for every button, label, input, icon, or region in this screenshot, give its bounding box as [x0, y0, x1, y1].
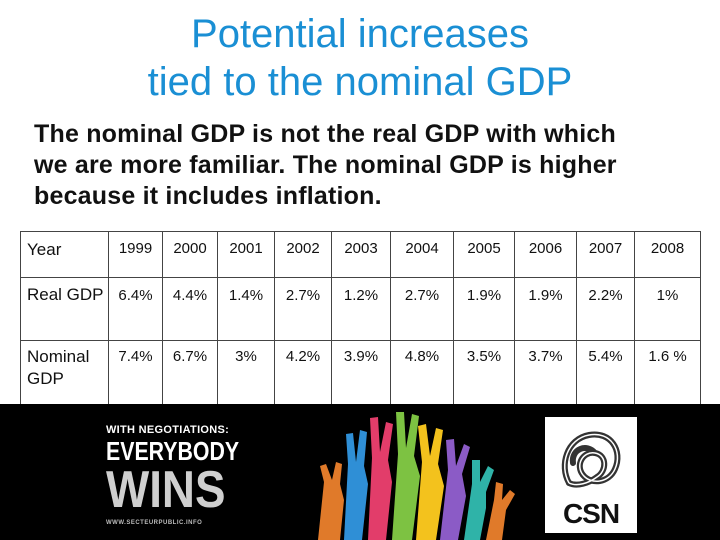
row-label-year: Year	[20, 231, 109, 278]
nominal-gdp-cell: 3.7%	[514, 340, 577, 406]
slide-subtitle: The nominal GDP is not the real GDP with…	[34, 119, 694, 212]
year-cell: 2002	[274, 231, 332, 278]
subtitle-line-1: The nominal GDP is not the real GDP with…	[34, 120, 616, 148]
table-row-nominal-gdp: Nominal GDP 7.4% 6.7% 3% 4.2% 3.9% 4.8% …	[20, 340, 701, 406]
subtitle-line-2: we are more familiar. The nominal GDP is…	[34, 151, 617, 179]
subtitle-line-3: because it includes inflation.	[34, 182, 382, 210]
real-gdp-cell: 1.2%	[331, 277, 391, 341]
slide-title: Potential increases tied to the nominal …	[0, 10, 720, 106]
nominal-gdp-cell: 7.4%	[108, 340, 163, 406]
nominal-gdp-cell: 6.7%	[162, 340, 218, 406]
year-cell: 2006	[514, 231, 577, 278]
real-gdp-cell: 1.9%	[453, 277, 515, 341]
slide-title-line-1: Potential increases	[191, 12, 529, 56]
year-cell: 2000	[162, 231, 218, 278]
year-cell: 2003	[331, 231, 391, 278]
real-gdp-cell: 1%	[634, 277, 701, 341]
table-row-real-gdp: Real GDP 6.4% 4.4% 1.4% 2.7% 1.2% 2.7% 1…	[20, 277, 701, 341]
slogan-line-1: WITH NEGOTIATIONS:	[106, 424, 230, 436]
year-cell: 2005	[453, 231, 515, 278]
csn-logo-text: CSN	[562, 498, 620, 529]
year-cell: 2007	[576, 231, 635, 278]
year-cell: 2008	[634, 231, 701, 278]
nominal-gdp-cell: 4.2%	[274, 340, 332, 406]
campaign-banner: WITH NEGOTIATIONS: EVERYBODY WINS WWW.SE…	[0, 404, 720, 540]
year-cell: 2001	[217, 231, 275, 278]
row-label-real-gdp: Real GDP	[20, 277, 109, 341]
nominal-gdp-cell: 1.6 %	[634, 340, 701, 406]
nominal-gdp-cell: 4.8%	[390, 340, 454, 406]
table-row-year: Year 1999 2000 2001 2002 2003 2004 2005 …	[20, 231, 701, 278]
year-cell: 2004	[390, 231, 454, 278]
year-cell: 1999	[108, 231, 163, 278]
real-gdp-cell: 1.4%	[217, 277, 275, 341]
real-gdp-cell: 1.9%	[514, 277, 577, 341]
campaign-slogan: WITH NEGOTIATIONS: EVERYBODY WINS WWW.SE…	[106, 424, 239, 528]
nominal-gdp-cell: 3.5%	[453, 340, 515, 406]
real-gdp-cell: 2.7%	[390, 277, 454, 341]
real-gdp-cell: 2.2%	[576, 277, 635, 341]
gdp-table: Year 1999 2000 2001 2002 2003 2004 2005 …	[20, 231, 701, 406]
raised-hands-illustration	[318, 412, 515, 540]
real-gdp-cell: 2.7%	[274, 277, 332, 341]
nominal-gdp-cell: 5.4%	[576, 340, 635, 406]
nominal-gdp-cell: 3%	[217, 340, 275, 406]
csn-knot-logo	[561, 431, 621, 488]
row-label-nominal-gdp: Nominal GDP	[20, 340, 109, 406]
nominal-gdp-cell: 3.9%	[331, 340, 391, 406]
real-gdp-cell: 6.4%	[108, 277, 163, 341]
slide-title-line-2: tied to the nominal GDP	[147, 60, 573, 104]
csn-logo: CSN	[545, 417, 637, 533]
real-gdp-cell: 4.4%	[162, 277, 218, 341]
slogan-url: WWW.SECTEURPUBLIC.INFO	[106, 520, 203, 526]
slogan-line-3: WINS	[106, 461, 226, 519]
